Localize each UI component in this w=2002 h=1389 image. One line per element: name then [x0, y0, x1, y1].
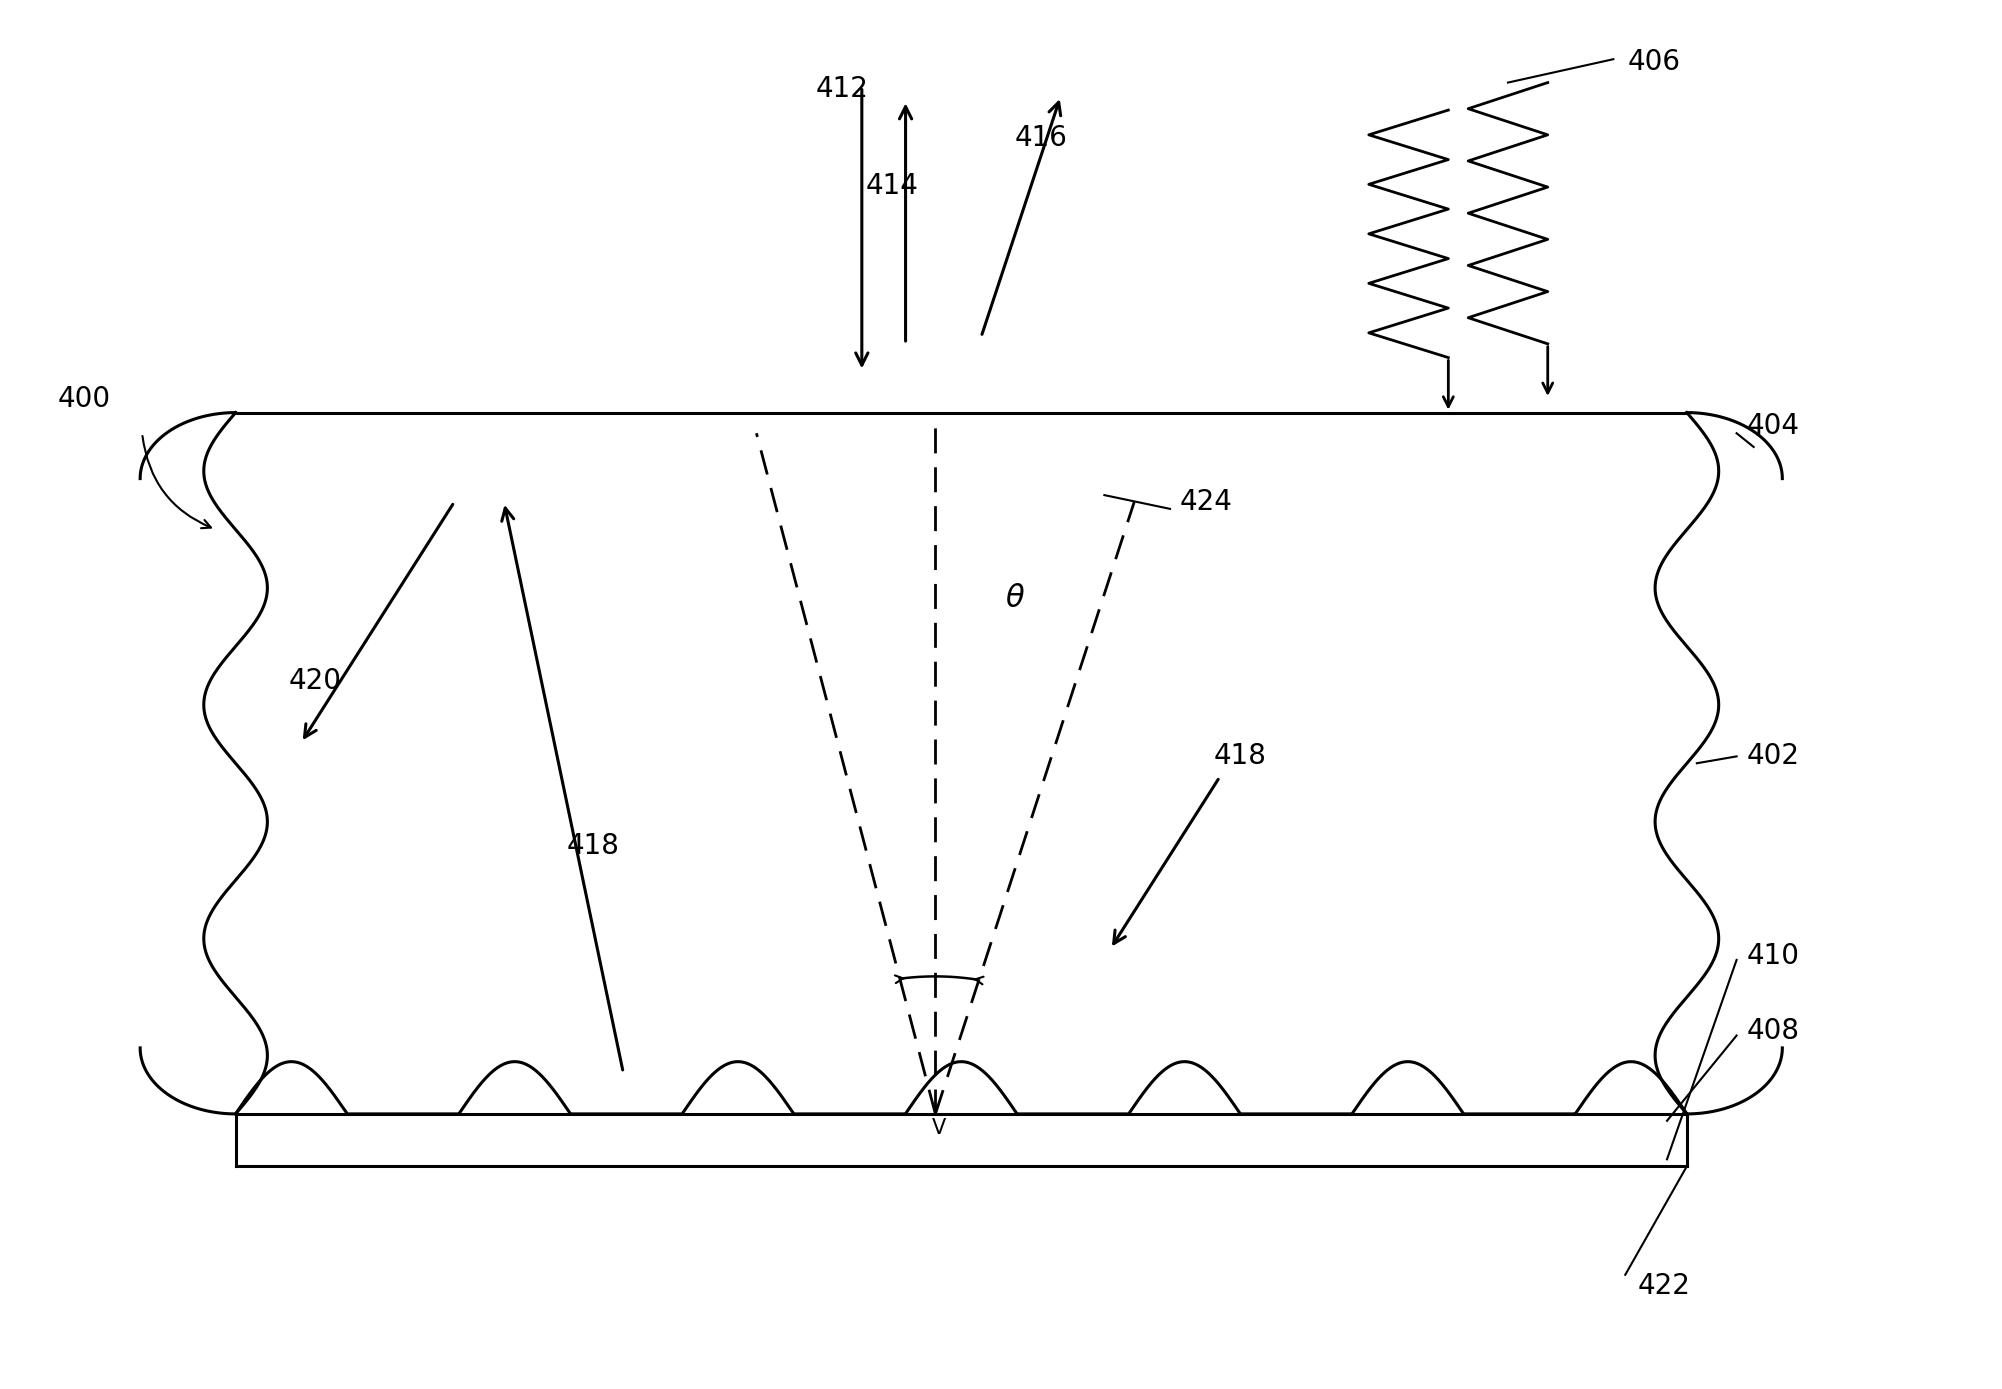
Text: 418: 418 [567, 832, 621, 860]
Text: 424: 424 [1179, 488, 1233, 515]
Text: 412: 412 [815, 75, 869, 103]
Text: 404: 404 [1746, 413, 1800, 440]
Text: 422: 422 [1638, 1272, 1690, 1300]
Text: 416: 416 [1015, 124, 1067, 151]
Text: 420: 420 [288, 667, 342, 694]
Text: 408: 408 [1746, 1017, 1800, 1046]
Polygon shape [236, 1114, 1688, 1167]
Text: $\theta$: $\theta$ [1005, 583, 1025, 613]
Text: V: V [933, 1118, 947, 1138]
Text: 418: 418 [1213, 742, 1265, 771]
Text: 406: 406 [1628, 49, 1680, 76]
Text: 414: 414 [865, 172, 919, 200]
Text: 410: 410 [1746, 942, 1800, 970]
Text: 400: 400 [58, 385, 110, 413]
Text: 402: 402 [1746, 742, 1800, 771]
